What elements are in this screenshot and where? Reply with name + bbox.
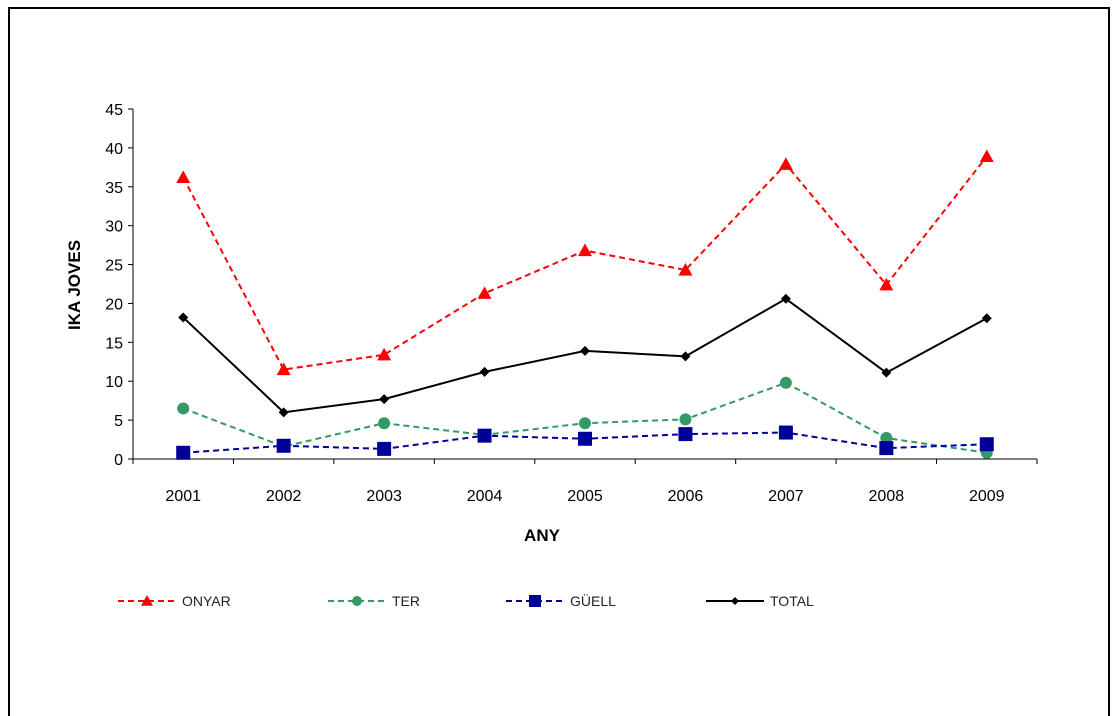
series-layer xyxy=(176,149,994,460)
data-point xyxy=(979,149,994,163)
y-tick-label: 30 xyxy=(105,219,123,236)
y-tick-label: 5 xyxy=(114,413,123,430)
x-tick-label: 2008 xyxy=(869,488,905,505)
data-point xyxy=(780,293,791,304)
data-point xyxy=(879,277,894,291)
legend-label: GÜELL xyxy=(570,592,616,609)
x-tick-label: 2005 xyxy=(567,488,603,505)
y-axis-title: IKA JOVES xyxy=(65,240,84,330)
legend-swatch-marker xyxy=(352,596,362,606)
data-point xyxy=(477,286,492,299)
data-point xyxy=(881,367,892,378)
data-point xyxy=(779,376,792,389)
x-tick-label: 2002 xyxy=(266,488,302,505)
data-point xyxy=(379,394,390,405)
data-point xyxy=(578,243,592,257)
series-güell xyxy=(176,425,994,460)
data-point xyxy=(176,445,191,460)
y-tick-label: 15 xyxy=(105,335,123,352)
legend-swatch-marker xyxy=(529,595,541,607)
legend-label: TOTAL xyxy=(770,593,814,609)
y-tick-label: 20 xyxy=(105,296,123,313)
y-tick-label: 40 xyxy=(105,141,123,158)
x-axis-title: ANY xyxy=(524,526,561,545)
data-point xyxy=(479,366,490,377)
chart-frame xyxy=(8,7,1110,716)
data-point xyxy=(378,417,391,430)
data-point xyxy=(579,417,591,430)
legend-swatch-marker xyxy=(141,595,153,606)
series-onyar xyxy=(176,149,994,376)
legend-label: TER xyxy=(392,593,420,609)
data-point xyxy=(678,263,693,276)
data-point xyxy=(276,438,291,453)
data-point xyxy=(477,428,492,443)
series-ter xyxy=(177,376,993,459)
data-point xyxy=(778,425,793,440)
y-tick-label: 25 xyxy=(105,258,123,275)
x-tick-label: 2004 xyxy=(467,488,503,505)
x-tick-label: 2006 xyxy=(668,488,704,505)
x-tick-label: 2003 xyxy=(366,488,402,505)
data-point xyxy=(981,313,992,324)
data-point xyxy=(578,431,592,446)
data-point xyxy=(377,441,392,456)
data-point xyxy=(178,312,189,323)
y-tick-label: 35 xyxy=(105,180,123,197)
axes: 0 5 10 15 20 25 30 35 40 45 2001 2002 2003 2004 2005 20… xyxy=(105,102,1038,505)
y-tick-label: 0 xyxy=(114,452,123,469)
data-point xyxy=(377,347,392,361)
y-tick-label: 10 xyxy=(105,374,123,391)
data-point xyxy=(679,413,692,426)
legend-item-ter: TER xyxy=(328,593,420,609)
legend-swatch-marker xyxy=(731,597,739,605)
x-tick-label: 2007 xyxy=(768,488,804,505)
y-tick-label: 45 xyxy=(105,102,123,119)
legend: ONYAR TER GÜELL TOTAL xyxy=(118,592,814,609)
data-point xyxy=(979,437,994,452)
legend-item-onyar: ONYAR xyxy=(118,593,231,609)
legend-item-güell: GÜELL xyxy=(506,592,616,609)
series-line xyxy=(182,155,988,371)
data-point xyxy=(177,402,190,415)
data-point xyxy=(276,362,291,376)
legend-item-total: TOTAL xyxy=(706,593,814,609)
data-point xyxy=(278,407,289,418)
legend-label: ONYAR xyxy=(182,593,231,609)
x-tick-label: 2001 xyxy=(165,488,201,505)
x-tick-label: 2009 xyxy=(969,488,1005,505)
data-point xyxy=(176,170,191,184)
series-total xyxy=(178,293,992,418)
data-point xyxy=(680,351,691,362)
data-point xyxy=(880,432,893,444)
data-point xyxy=(879,441,894,456)
data-point xyxy=(778,157,793,170)
data-point xyxy=(580,345,590,356)
data-point xyxy=(678,427,693,442)
